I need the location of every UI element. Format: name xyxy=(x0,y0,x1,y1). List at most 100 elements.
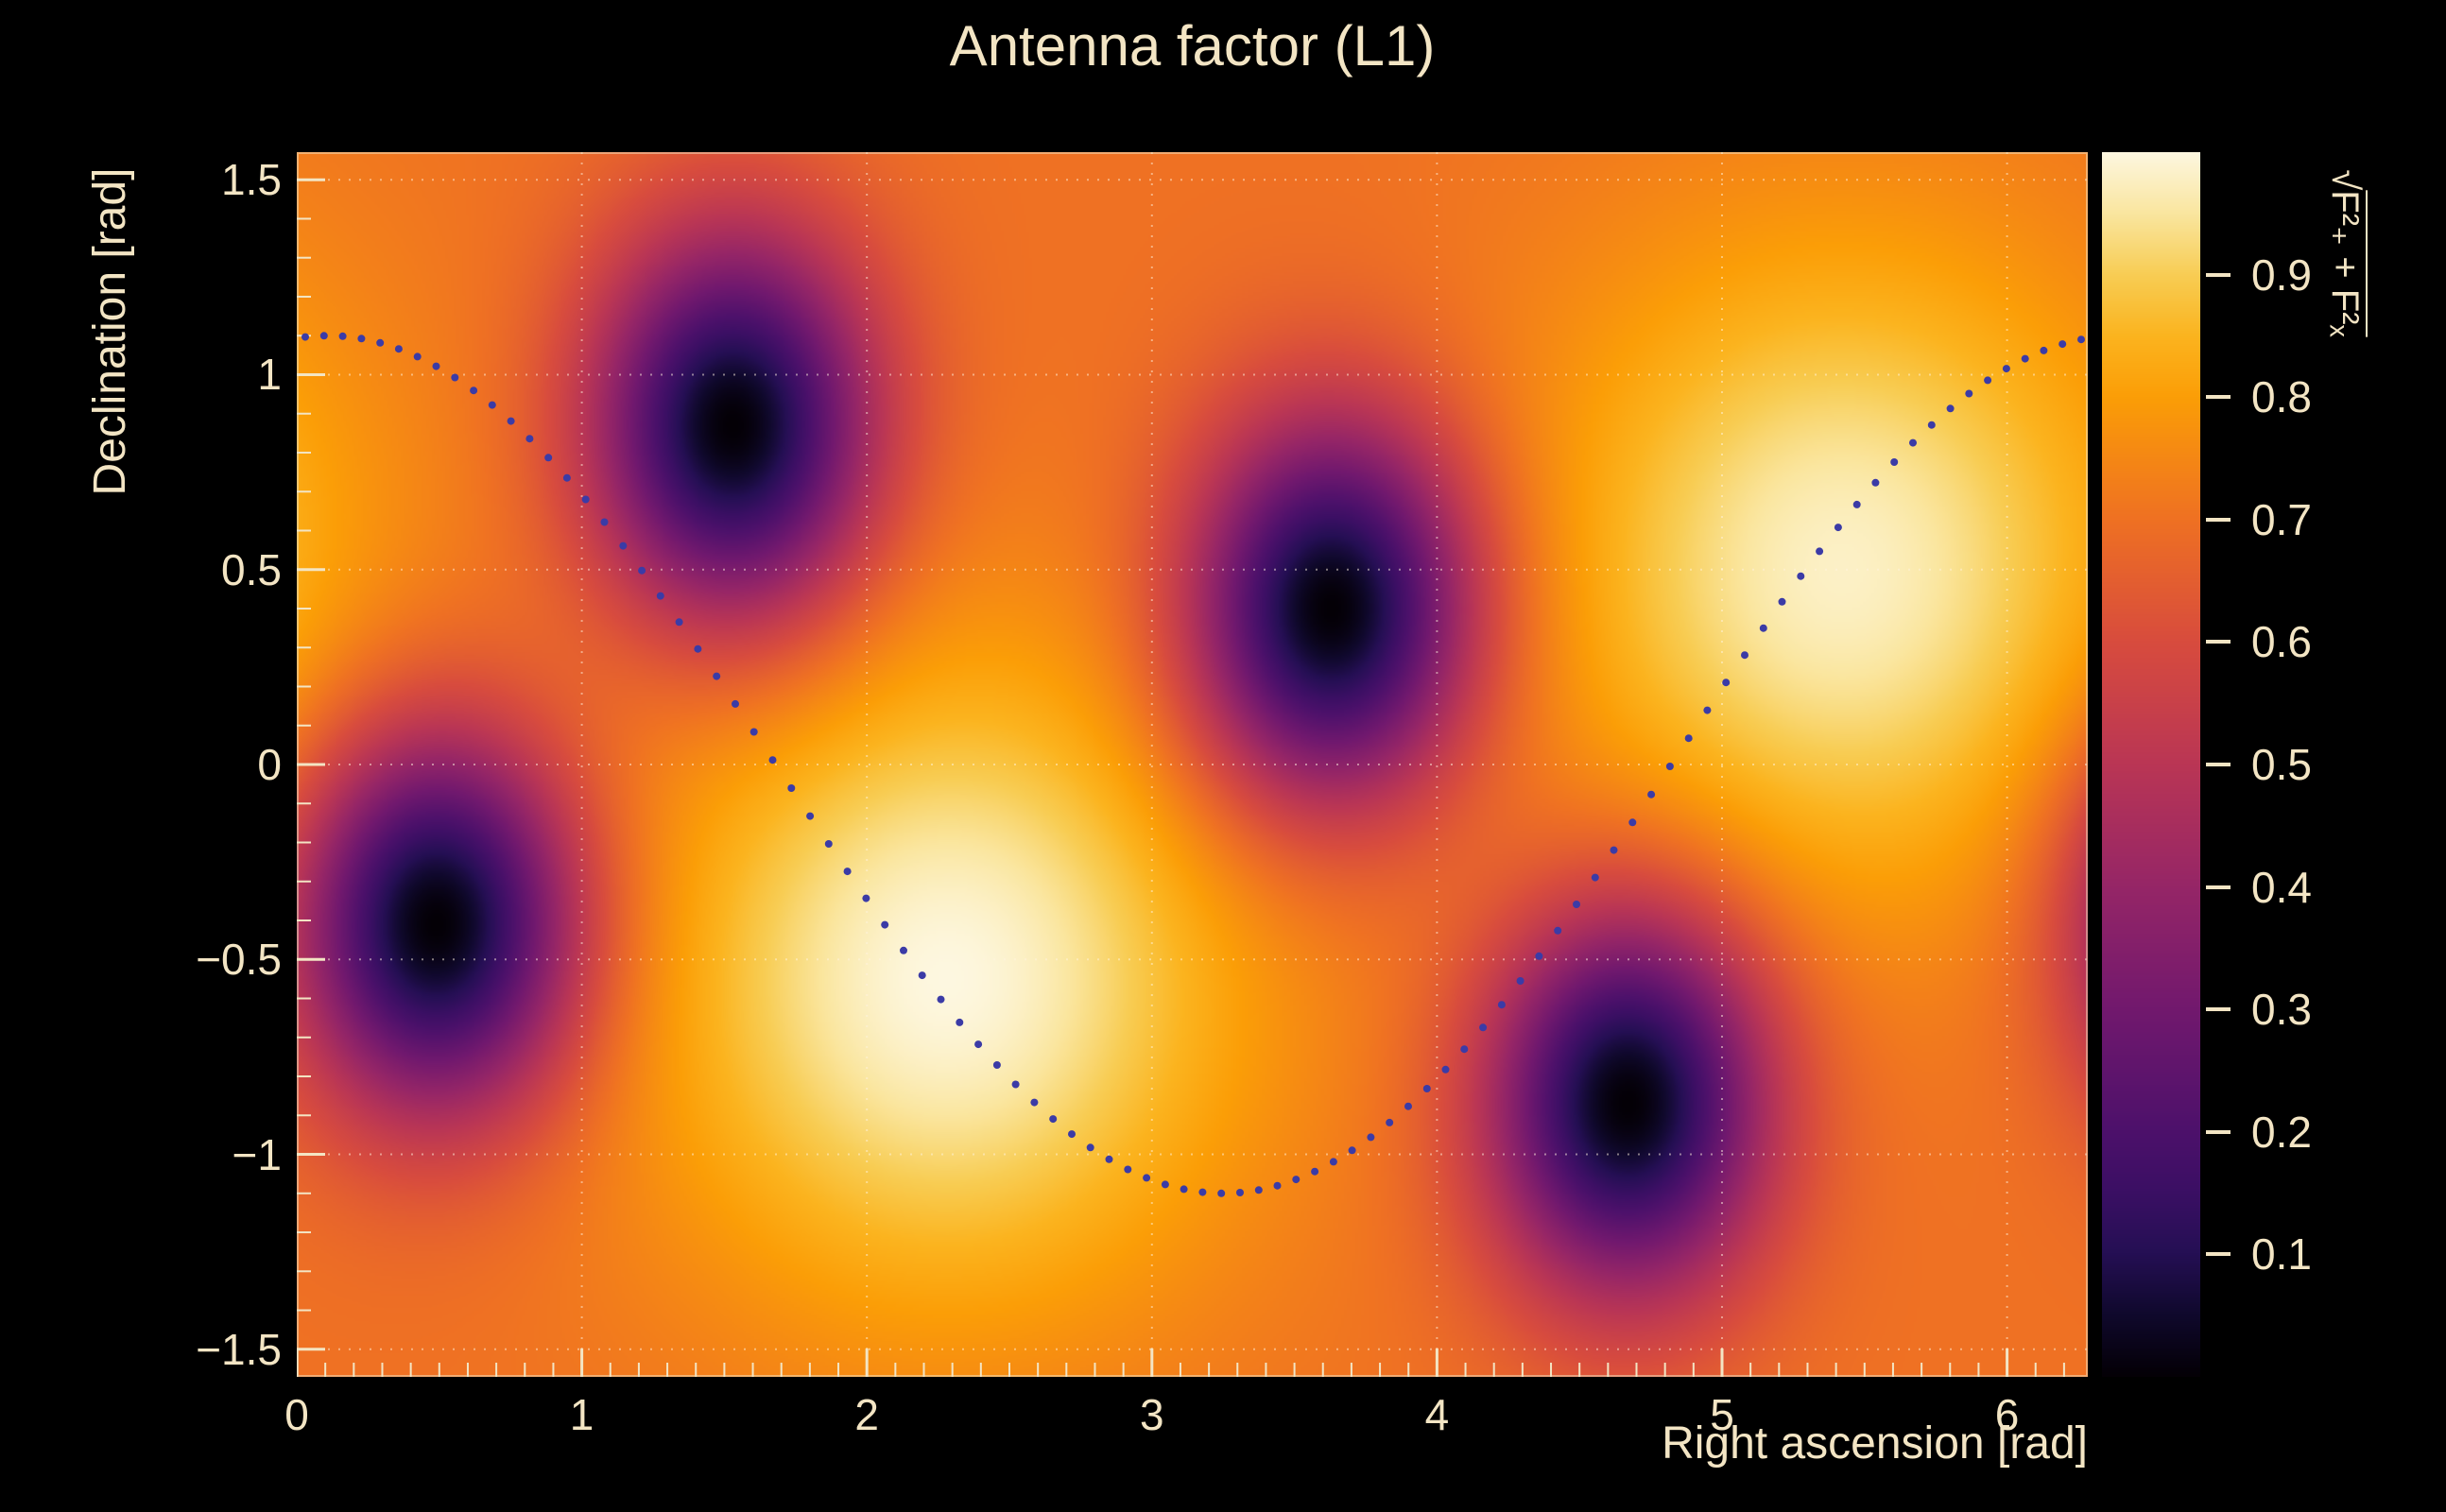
overlay-curve-dot xyxy=(413,352,422,361)
overlay-curve-dot xyxy=(638,566,646,575)
overlay-curve-dot xyxy=(1422,1085,1431,1092)
overlay-curve-dot xyxy=(488,401,496,409)
overlay-curve-dot xyxy=(1984,376,1992,385)
overlay-curve-dot xyxy=(843,868,852,876)
overlay-curve-dot xyxy=(1722,679,1731,687)
overlay-curve-dot xyxy=(1329,1158,1337,1166)
overlay-curve-dot xyxy=(1030,1098,1039,1107)
y-tick-label: 0 xyxy=(257,740,282,789)
overlay-curve-dot xyxy=(1105,1155,1113,1163)
overlay-curve-dot xyxy=(1086,1143,1094,1152)
overlay-curve-dot xyxy=(806,812,815,820)
overlay-curve-dot xyxy=(1386,1118,1394,1126)
overlay-curve-dot xyxy=(1161,1180,1169,1189)
y-tick-label: 1.5 xyxy=(221,155,282,205)
overlay-curve-dot xyxy=(1946,404,1955,413)
overlay-curve-dot xyxy=(1198,1188,1207,1196)
overlay-curve-dot xyxy=(787,784,796,792)
overlay-curve-dot xyxy=(619,541,628,550)
overlay-curve-dot xyxy=(749,728,758,736)
overlay-curve-dot xyxy=(862,894,870,902)
overlay-curve-dot xyxy=(1516,977,1524,985)
overlay-curve-dot xyxy=(1068,1130,1076,1139)
overlay-curve-dot xyxy=(2058,340,2067,349)
overlay-curve-dot xyxy=(1965,389,1973,398)
plot-area xyxy=(297,152,2088,1377)
overlay-curve-dot xyxy=(1909,438,1917,447)
y-axis-label: Declination [rad] xyxy=(85,167,135,496)
x-axis-label: Right ascension [rad] xyxy=(1662,1418,2088,1469)
overlay-curve-dot xyxy=(1871,478,1880,487)
overlay-curve-dot xyxy=(470,387,478,395)
colorbar-tick-label: 0.7 xyxy=(2251,494,2312,544)
overlay-curve-dot xyxy=(900,946,907,954)
overlay-curve-dot xyxy=(1759,624,1767,632)
overlay-curve-dot xyxy=(1834,524,1842,532)
overlay-curve-dot xyxy=(1703,706,1712,714)
overlay-curve-dot xyxy=(1741,651,1748,660)
colorbar-tick-label: 0.6 xyxy=(2251,617,2312,667)
y-tick-label: −1 xyxy=(232,1129,282,1179)
x-tick-label: 3 xyxy=(1139,1390,1164,1439)
overlay-curve-dot xyxy=(1311,1167,1319,1176)
plot-overlay xyxy=(297,152,2088,1377)
overlay-curve-dot xyxy=(1927,421,1936,429)
overlay-curve-dot xyxy=(1890,458,1899,466)
overlay-curve-dot xyxy=(394,345,403,353)
overlay-curve-dot xyxy=(432,362,440,370)
overlay-curve-dot xyxy=(732,699,739,708)
overlay-curve-dot xyxy=(319,332,328,340)
overlay-curve-dot xyxy=(1591,873,1599,882)
x-tick-label: 6 xyxy=(1994,1390,2020,1439)
overlay-curve-dot xyxy=(581,495,590,504)
overlay-curve-dot xyxy=(1404,1102,1412,1110)
overlay-curve-dot xyxy=(376,338,385,347)
overlay-curve-dot xyxy=(2077,335,2085,344)
x-tick-label: 2 xyxy=(854,1390,879,1439)
overlay-curve-dot xyxy=(1049,1115,1058,1124)
overlay-curve-dot xyxy=(675,618,683,627)
overlay-curve-dot xyxy=(1573,901,1580,908)
overlay-curve-dot xyxy=(656,592,664,600)
overlay-curve-dot xyxy=(694,644,702,653)
overlay-curve-dot xyxy=(1217,1189,1226,1197)
overlay-curve-dot xyxy=(1647,790,1656,799)
colorbar-tick xyxy=(2206,885,2231,889)
overlay-curve-dot xyxy=(992,1061,1001,1069)
overlay-curve-dot xyxy=(2040,346,2048,354)
overlay-curve-dot xyxy=(824,840,833,848)
overlay-curve-dot xyxy=(2002,365,2010,373)
overlay-curve-dot xyxy=(1367,1133,1375,1142)
y-tick-label: −1.5 xyxy=(196,1324,282,1374)
overlay-curve-dot xyxy=(956,1018,964,1026)
overlay-curve-dot xyxy=(937,995,945,1004)
overlay-curve-dot xyxy=(1628,818,1637,827)
overlay-curve-dot xyxy=(1348,1146,1356,1155)
overlay-curve-dot xyxy=(1554,926,1562,935)
x-tick-label: 1 xyxy=(569,1390,594,1439)
overlay-curve-dot xyxy=(338,332,347,340)
overlay-curve-dot xyxy=(544,454,553,462)
overlay-curve-dot xyxy=(1797,572,1805,580)
overlay-curve-dot xyxy=(881,920,889,929)
y-tick-label: −0.5 xyxy=(196,935,282,985)
colorbar-tick-label: 0.9 xyxy=(2251,249,2312,300)
colorbar-tick xyxy=(2206,272,2231,277)
overlay-curve-dot xyxy=(1684,734,1693,743)
overlay-curve-dot xyxy=(1852,500,1861,508)
overlay-curve-dot xyxy=(1441,1065,1450,1074)
y-tick-label: 1 xyxy=(257,350,282,400)
overlay-curve-dot xyxy=(1273,1181,1282,1190)
colorbar-tick-label: 0.4 xyxy=(2251,862,2312,912)
sqrt-symbol: √ xyxy=(2324,169,2366,191)
overlay-curve-dot xyxy=(357,335,366,343)
overlay-curve-dot xyxy=(1460,1045,1469,1054)
colorbar-tick xyxy=(2206,640,2231,644)
overlay-curve-dot xyxy=(1292,1176,1301,1184)
overlay-curve-dot xyxy=(525,435,534,443)
overlay-curve-dot xyxy=(713,672,721,680)
colorbar-tick xyxy=(2206,1129,2231,1134)
colorbar-label: √F²₊ + F²ₓ xyxy=(2320,55,2369,452)
x-tick-label: 0 xyxy=(284,1390,309,1439)
